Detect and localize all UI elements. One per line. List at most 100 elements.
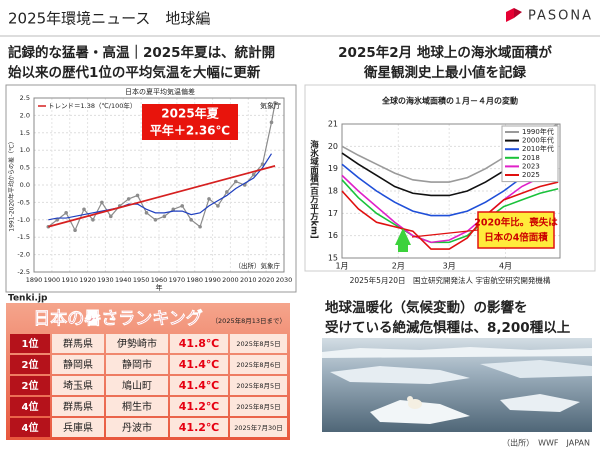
x-tick-label: 2030 — [276, 276, 293, 284]
series-line — [341, 179, 559, 244]
arrow — [395, 228, 411, 245]
table-cell — [52, 397, 104, 416]
logo-mark — [514, 8, 522, 18]
data-point — [216, 204, 220, 208]
panel-title: 記録的な猛暑・高温｜2025年夏は、統計開 — [8, 44, 275, 61]
table-cell — [52, 355, 104, 374]
data-point — [171, 207, 176, 212]
data-point — [144, 211, 149, 215]
table-text: 1位 — [22, 337, 39, 350]
data-point — [82, 207, 86, 212]
table-text: 2025年7月30日 — [234, 423, 282, 432]
table-text: 41.4℃ — [179, 379, 219, 392]
table-cell — [230, 334, 287, 353]
callout-text: 日本の4倍面積 — [484, 232, 548, 244]
table-cell — [10, 334, 50, 353]
data-point — [73, 228, 77, 233]
y-tick-label: 21 — [328, 120, 338, 129]
table-text: 静岡市 — [122, 358, 152, 371]
table-cell — [10, 376, 50, 395]
x-tick-label: 1950 — [133, 276, 150, 284]
x-tick-label: 1910 — [61, 276, 78, 284]
ranking-title: 日本の暑さランキング — [33, 308, 203, 329]
table-cell — [10, 397, 50, 416]
table-cell — [170, 376, 228, 395]
data-point — [126, 197, 131, 201]
x-tick-label: 2010 — [240, 276, 257, 284]
source: （出所） WWF JAPAN — [502, 438, 590, 448]
ice-floe — [330, 366, 470, 384]
y-tick-label: 2.0 — [20, 111, 30, 119]
callout-pointer — [411, 229, 479, 238]
data-point — [233, 179, 238, 184]
table-text: 兵庫県 — [63, 421, 93, 434]
logo-text: PASONA — [528, 9, 593, 24]
x-tick-label: 1990 — [204, 276, 221, 284]
table-text: 2位 — [22, 379, 39, 392]
source: 2025年5月20日 国立研究開発法人 宇宙航空研究開発機構 — [350, 275, 551, 285]
table-cell — [230, 376, 287, 395]
data-point — [180, 204, 185, 208]
series-line — [341, 167, 559, 244]
ice-floe — [500, 394, 580, 412]
table-cell — [10, 355, 50, 374]
x-tick-label: 1960 — [151, 276, 168, 284]
table-text: 4位 — [22, 400, 39, 413]
data-point — [198, 224, 202, 229]
series-line — [341, 181, 559, 250]
plot-frame — [33, 97, 285, 273]
table-cell — [52, 376, 104, 395]
y-tick-label: 1.5 — [20, 129, 30, 137]
y-tick-label: 2.5 — [20, 94, 30, 102]
ice-floe — [480, 360, 592, 378]
ice-floe — [322, 347, 592, 358]
credit: Tenki.jp — [8, 294, 48, 304]
trend-line — [48, 164, 276, 228]
x-tick-label: 1920 — [79, 276, 96, 284]
legend-label: 1990年代 — [522, 127, 554, 136]
ranking-note: （2025年8月13日まで） — [212, 316, 286, 325]
data-point — [135, 193, 140, 198]
data-point — [273, 101, 277, 105]
table-text: 伊勢崎市 — [117, 337, 157, 350]
logo-mark — [506, 8, 514, 22]
y-axis-label: 海氷域面積[百万平方km] — [309, 139, 320, 238]
agency-label: 気象庁 — [260, 101, 281, 110]
data-point — [91, 218, 95, 222]
y-axis-label: 1991-2020年平均からの差（℃） — [8, 138, 16, 231]
callout-text: 平年＋2.36℃ — [150, 123, 230, 138]
y-tick-label: -2.0 — [17, 251, 30, 259]
legend-label: 2018 — [522, 154, 540, 162]
x-tick-label: 2020 — [258, 276, 275, 284]
chart-title: 全球の海氷域面積の１月－４月の変動 — [381, 96, 518, 106]
x-tick-label: 1980 — [186, 276, 203, 284]
data-point — [108, 214, 113, 219]
table-text: 桐生市 — [122, 400, 152, 413]
table-cell — [170, 334, 228, 353]
panel-title: 衛星観測史上最小値を記録 — [363, 64, 526, 81]
x-tick-label: 1900 — [44, 276, 61, 284]
table-text: 群馬県 — [63, 337, 93, 350]
y-tick-label: -1.0 — [17, 216, 30, 224]
y-tick-label: 1.0 — [20, 146, 30, 154]
table-text: 埼玉県 — [63, 379, 93, 392]
legend-label: 2000年代 — [522, 136, 554, 145]
table-text: 41.2℃ — [179, 421, 219, 434]
y-tick-label: 18 — [328, 187, 338, 196]
x-tick-label: 1940 — [115, 276, 132, 284]
series-line — [48, 153, 273, 221]
y-tick-label: 15 — [328, 254, 338, 263]
table-text: 丹波市 — [122, 421, 152, 434]
table-text: 2025年8月5日 — [236, 381, 280, 390]
table-text: 2025年8月5日 — [236, 339, 280, 348]
data-point — [189, 218, 193, 222]
data-point — [162, 214, 167, 219]
legend-label: 2010年代 — [522, 144, 554, 153]
y-tick-label: -1.5 — [17, 233, 30, 241]
data-point — [251, 172, 256, 177]
callout-text: 2025年夏 — [161, 106, 219, 121]
y-tick-label: 16 — [328, 231, 338, 240]
y-tick-label: 0.0 — [20, 181, 30, 189]
